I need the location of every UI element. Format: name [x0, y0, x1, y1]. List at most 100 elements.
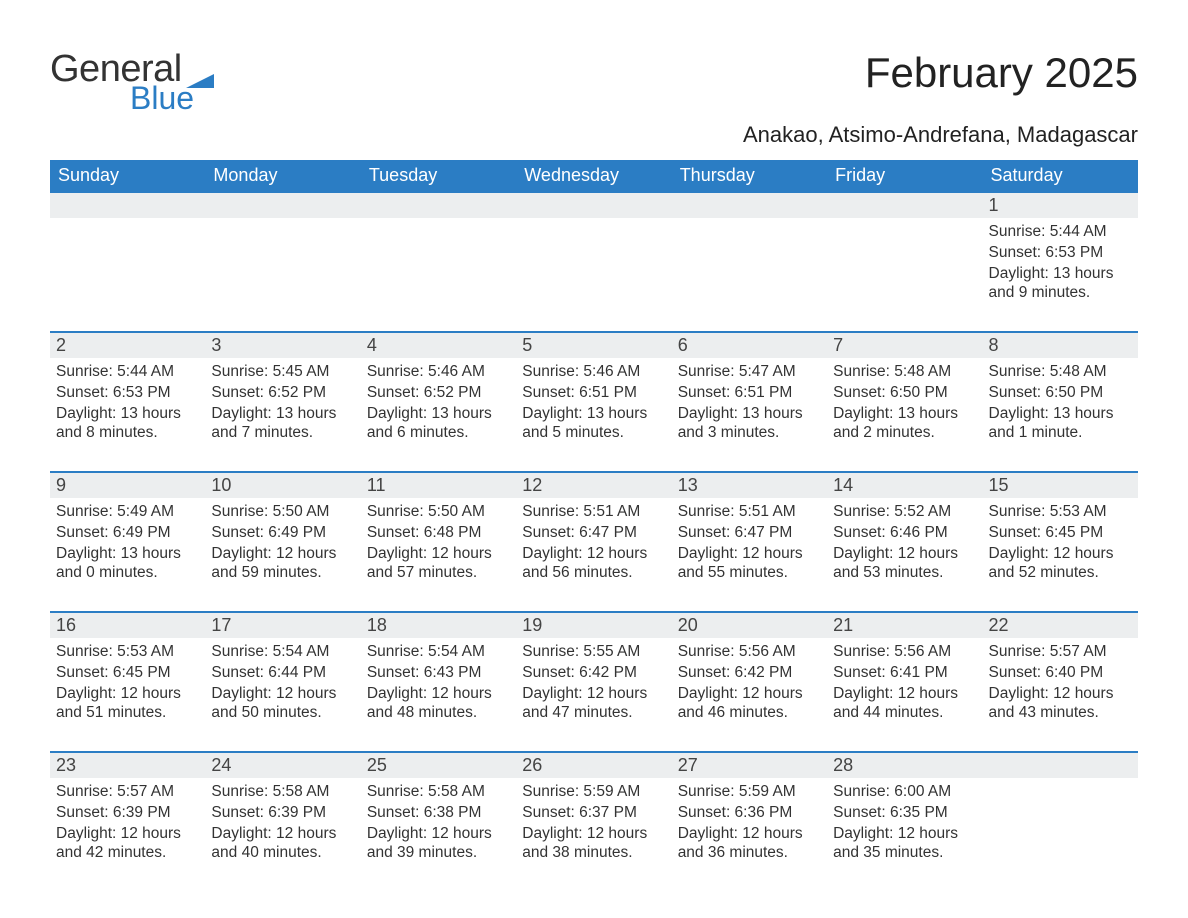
sunset-line: Sunset: 6:42 PM	[522, 663, 665, 683]
sunrise-line: Sunrise: 5:44 AM	[989, 222, 1132, 242]
day-details: Sunrise: 5:59 AMSunset: 6:36 PMDaylight:…	[672, 778, 827, 868]
day-cell: 2Sunrise: 5:44 AMSunset: 6:53 PMDaylight…	[50, 332, 205, 472]
sunset-line: Sunset: 6:51 PM	[678, 383, 821, 403]
day-number	[827, 193, 982, 218]
week-row: 16Sunrise: 5:53 AMSunset: 6:45 PMDayligh…	[50, 612, 1138, 752]
week-row: 23Sunrise: 5:57 AMSunset: 6:39 PMDayligh…	[50, 752, 1138, 892]
daylight-line: Daylight: 13 hours and 9 minutes.	[989, 264, 1132, 304]
logo-text-blue: Blue	[130, 82, 214, 114]
sunrise-line: Sunrise: 5:56 AM	[833, 642, 976, 662]
sunset-line: Sunset: 6:44 PM	[211, 663, 354, 683]
day-details: Sunrise: 5:47 AMSunset: 6:51 PMDaylight:…	[672, 358, 827, 448]
weekday-header-row: SundayMondayTuesdayWednesdayThursdayFrid…	[50, 160, 1138, 192]
sunrise-line: Sunrise: 5:57 AM	[56, 782, 199, 802]
daylight-line: Daylight: 12 hours and 52 minutes.	[989, 544, 1132, 584]
day-number: 20	[672, 613, 827, 638]
day-number: 2	[50, 333, 205, 358]
day-cell	[50, 192, 205, 332]
daylight-line: Daylight: 12 hours and 46 minutes.	[678, 684, 821, 724]
sunset-line: Sunset: 6:41 PM	[833, 663, 976, 683]
day-details: Sunrise: 5:56 AMSunset: 6:41 PMDaylight:…	[827, 638, 982, 728]
daylight-line: Daylight: 12 hours and 40 minutes.	[211, 824, 354, 864]
day-details: Sunrise: 5:52 AMSunset: 6:46 PMDaylight:…	[827, 498, 982, 588]
sunset-line: Sunset: 6:42 PM	[678, 663, 821, 683]
daylight-line: Daylight: 12 hours and 55 minutes.	[678, 544, 821, 584]
weekday-header: Thursday	[672, 160, 827, 192]
day-cell: 21Sunrise: 5:56 AMSunset: 6:41 PMDayligh…	[827, 612, 982, 752]
day-details: Sunrise: 5:59 AMSunset: 6:37 PMDaylight:…	[516, 778, 671, 868]
weekday-header: Saturday	[983, 160, 1138, 192]
sunrise-line: Sunrise: 5:48 AM	[989, 362, 1132, 382]
sunset-line: Sunset: 6:45 PM	[56, 663, 199, 683]
logo: General Blue	[50, 50, 214, 114]
day-cell: 23Sunrise: 5:57 AMSunset: 6:39 PMDayligh…	[50, 752, 205, 892]
day-details: Sunrise: 5:53 AMSunset: 6:45 PMDaylight:…	[50, 638, 205, 728]
sunrise-line: Sunrise: 5:59 AM	[522, 782, 665, 802]
daylight-line: Daylight: 13 hours and 2 minutes.	[833, 404, 976, 444]
sunset-line: Sunset: 6:47 PM	[678, 523, 821, 543]
day-number: 24	[205, 753, 360, 778]
day-cell: 25Sunrise: 5:58 AMSunset: 6:38 PMDayligh…	[361, 752, 516, 892]
sunrise-line: Sunrise: 5:49 AM	[56, 502, 199, 522]
sunset-line: Sunset: 6:50 PM	[989, 383, 1132, 403]
day-number: 14	[827, 473, 982, 498]
sunrise-line: Sunrise: 6:00 AM	[833, 782, 976, 802]
day-number	[50, 193, 205, 218]
sunrise-line: Sunrise: 5:46 AM	[522, 362, 665, 382]
day-cell: 17Sunrise: 5:54 AMSunset: 6:44 PMDayligh…	[205, 612, 360, 752]
day-details: Sunrise: 5:57 AMSunset: 6:40 PMDaylight:…	[983, 638, 1138, 728]
day-cell: 9Sunrise: 5:49 AMSunset: 6:49 PMDaylight…	[50, 472, 205, 612]
day-details: Sunrise: 5:55 AMSunset: 6:42 PMDaylight:…	[516, 638, 671, 728]
day-details: Sunrise: 5:50 AMSunset: 6:49 PMDaylight:…	[205, 498, 360, 588]
week-row: 9Sunrise: 5:49 AMSunset: 6:49 PMDaylight…	[50, 472, 1138, 612]
sunrise-line: Sunrise: 5:48 AM	[833, 362, 976, 382]
weekday-header: Monday	[205, 160, 360, 192]
sunrise-line: Sunrise: 5:53 AM	[56, 642, 199, 662]
sunrise-line: Sunrise: 5:58 AM	[367, 782, 510, 802]
sunrise-line: Sunrise: 5:51 AM	[522, 502, 665, 522]
day-cell: 12Sunrise: 5:51 AMSunset: 6:47 PMDayligh…	[516, 472, 671, 612]
day-number: 28	[827, 753, 982, 778]
day-details: Sunrise: 5:51 AMSunset: 6:47 PMDaylight:…	[672, 498, 827, 588]
daylight-line: Daylight: 13 hours and 1 minute.	[989, 404, 1132, 444]
sunset-line: Sunset: 6:35 PM	[833, 803, 976, 823]
day-cell: 6Sunrise: 5:47 AMSunset: 6:51 PMDaylight…	[672, 332, 827, 472]
sunrise-line: Sunrise: 5:44 AM	[56, 362, 199, 382]
sunset-line: Sunset: 6:48 PM	[367, 523, 510, 543]
day-details: Sunrise: 5:48 AMSunset: 6:50 PMDaylight:…	[983, 358, 1138, 448]
daylight-line: Daylight: 12 hours and 43 minutes.	[989, 684, 1132, 724]
day-cell: 26Sunrise: 5:59 AMSunset: 6:37 PMDayligh…	[516, 752, 671, 892]
day-number: 8	[983, 333, 1138, 358]
sunset-line: Sunset: 6:39 PM	[56, 803, 199, 823]
day-details: Sunrise: 5:53 AMSunset: 6:45 PMDaylight:…	[983, 498, 1138, 588]
week-row: 1Sunrise: 5:44 AMSunset: 6:53 PMDaylight…	[50, 192, 1138, 332]
day-cell	[205, 192, 360, 332]
sunrise-line: Sunrise: 5:46 AM	[367, 362, 510, 382]
day-cell: 16Sunrise: 5:53 AMSunset: 6:45 PMDayligh…	[50, 612, 205, 752]
daylight-line: Daylight: 13 hours and 7 minutes.	[211, 404, 354, 444]
day-cell: 7Sunrise: 5:48 AMSunset: 6:50 PMDaylight…	[827, 332, 982, 472]
day-number: 10	[205, 473, 360, 498]
sunrise-line: Sunrise: 5:50 AM	[211, 502, 354, 522]
sunset-line: Sunset: 6:52 PM	[211, 383, 354, 403]
daylight-line: Daylight: 12 hours and 47 minutes.	[522, 684, 665, 724]
daylight-line: Daylight: 13 hours and 5 minutes.	[522, 404, 665, 444]
day-number: 21	[827, 613, 982, 638]
sunset-line: Sunset: 6:47 PM	[522, 523, 665, 543]
calendar-table: SundayMondayTuesdayWednesdayThursdayFrid…	[50, 160, 1138, 892]
sunset-line: Sunset: 6:43 PM	[367, 663, 510, 683]
sunrise-line: Sunrise: 5:55 AM	[522, 642, 665, 662]
daylight-line: Daylight: 12 hours and 53 minutes.	[833, 544, 976, 584]
sunrise-line: Sunrise: 5:54 AM	[367, 642, 510, 662]
sunrise-line: Sunrise: 5:56 AM	[678, 642, 821, 662]
day-details: Sunrise: 5:48 AMSunset: 6:50 PMDaylight:…	[827, 358, 982, 448]
daylight-line: Daylight: 12 hours and 39 minutes.	[367, 824, 510, 864]
sunset-line: Sunset: 6:52 PM	[367, 383, 510, 403]
day-details: Sunrise: 5:56 AMSunset: 6:42 PMDaylight:…	[672, 638, 827, 728]
day-cell	[827, 192, 982, 332]
sunrise-line: Sunrise: 5:50 AM	[367, 502, 510, 522]
day-details: Sunrise: 5:58 AMSunset: 6:39 PMDaylight:…	[205, 778, 360, 868]
day-cell: 13Sunrise: 5:51 AMSunset: 6:47 PMDayligh…	[672, 472, 827, 612]
day-number: 27	[672, 753, 827, 778]
day-number: 11	[361, 473, 516, 498]
